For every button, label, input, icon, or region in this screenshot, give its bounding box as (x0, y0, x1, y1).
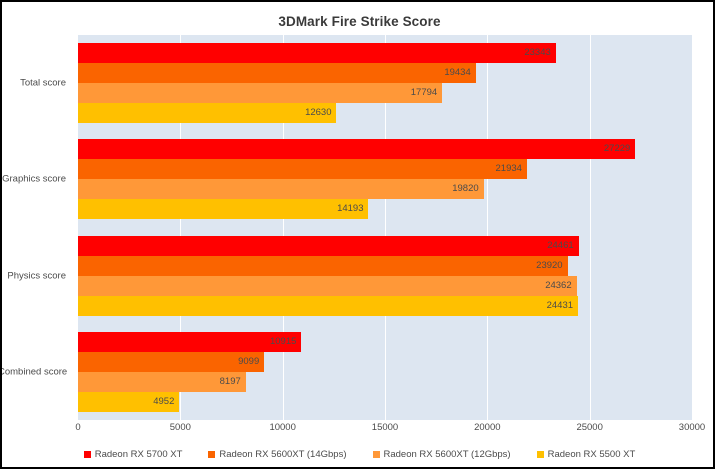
bar-value-label: 9099 (238, 355, 260, 367)
x-axis-tick-label: 5000 (169, 422, 191, 433)
y-axis-category-label: Graphics score (2, 173, 66, 185)
legend-item[interactable]: Radeon RX 5600XT (14Gbps) (208, 449, 347, 460)
x-axis-tick-label: 15000 (371, 422, 399, 433)
legend-swatch-icon (83, 451, 91, 458)
bar[interactable] (78, 179, 484, 200)
bar-row: 9099 (78, 351, 692, 372)
bar[interactable] (78, 83, 443, 104)
gridline (180, 35, 182, 420)
chart-title: 3DMark Fire Strike Score (278, 14, 441, 29)
legend-item[interactable]: Radeon RX 5500 XT (536, 449, 636, 460)
bar[interactable] (78, 255, 568, 276)
y-axis-category-label: Physics score (7, 270, 66, 282)
bar[interactable] (78, 391, 180, 412)
x-axis-tick-label: 0 (75, 422, 81, 433)
x-axis-tick-label: 10000 (269, 422, 296, 433)
chart-legend: Radeon RX 5700 XT Radeon RX 5600XT (14Gbp… (2, 449, 713, 460)
x-axis-tick-label: 20000 (474, 422, 501, 433)
legend-swatch-icon (208, 451, 216, 458)
plot-area: 23343 19434 17794 12630 27229 21934 19820 14193… (78, 35, 693, 420)
bar-row: 27229 (78, 139, 692, 160)
bar-value-label: 24461 (547, 239, 574, 251)
bar-value-label: 19820 (452, 183, 479, 195)
gridline (487, 35, 489, 420)
bar-value-label: 12630 (305, 107, 332, 119)
bar-row: 24362 (78, 275, 692, 296)
bar[interactable] (78, 235, 579, 256)
bar-value-label: 4952 (153, 395, 175, 407)
legend-label: Radeon RX 5600XT (12Gbps) (383, 449, 511, 460)
legend-label: Radeon RX 5600XT (14Gbps) (219, 449, 347, 460)
bar[interactable] (78, 351, 265, 372)
y-axis-category-label: Combined score (0, 366, 68, 378)
y-axis-category-labels: Total score Graphics score Physics score Co… (2, 35, 72, 420)
bar-value-label: 14193 (337, 203, 364, 215)
bar-row: 23343 (78, 43, 692, 64)
bar-value-label: 27229 (603, 143, 631, 155)
bar-value-label: 23920 (536, 259, 563, 271)
bar-row: 10915 (78, 331, 692, 352)
bar-row: 24461 (78, 235, 692, 256)
bar-value-label: 23343 (524, 47, 551, 59)
bar-row: 24431 (78, 295, 692, 316)
gridline (282, 35, 284, 420)
bar-row: 19820 (78, 179, 692, 200)
legend-swatch-icon (536, 451, 544, 458)
bar-row: 19434 (78, 63, 692, 84)
bar[interactable] (78, 159, 527, 180)
bar[interactable] (78, 103, 337, 124)
x-axis-tick-labels: 0 5000 10000 15000 20000 25000 30000 (75, 422, 705, 436)
bar[interactable] (78, 331, 302, 352)
bar[interactable] (78, 63, 476, 84)
bar[interactable] (78, 371, 246, 392)
bar[interactable] (78, 275, 577, 296)
bar-row: 14193 (78, 199, 692, 220)
bar-value-label: 10915 (269, 335, 297, 347)
bar-row: 17794 (78, 83, 692, 104)
bar[interactable] (78, 199, 369, 220)
bar-row: 12630 (78, 103, 692, 124)
legend-item[interactable]: Radeon RX 5600XT (12Gbps) (372, 449, 511, 460)
legend-label: Radeon RX 5500 XT (547, 449, 636, 460)
bar-row: 4952 (78, 391, 692, 412)
bar-row: 8197 (78, 371, 692, 392)
bar[interactable] (78, 295, 579, 316)
bar-value-label: 24431 (546, 299, 574, 311)
bar[interactable] (78, 139, 636, 160)
bar-value-label: 19434 (444, 67, 471, 79)
legend-label: Radeon RX 5700 XT (94, 449, 183, 460)
x-axis-tick-label: 25000 (576, 422, 603, 433)
gridline (692, 35, 693, 420)
bar-value-label: 8197 (219, 375, 241, 387)
y-axis-category-label: Total score (20, 77, 66, 89)
bar[interactable] (78, 43, 556, 64)
legend-swatch-icon (372, 451, 380, 458)
legend-item[interactable]: Radeon RX 5700 XT (83, 449, 183, 460)
gridline (385, 35, 386, 420)
bar-value-label: 24362 (545, 279, 572, 291)
bar-row: 21934 (78, 159, 692, 180)
x-axis-tick-label: 30000 (678, 422, 706, 433)
gridline (589, 35, 591, 420)
bar-value-label: 17794 (410, 87, 438, 99)
bar-value-label: 21934 (495, 163, 522, 175)
bar-row: 23920 (78, 255, 692, 276)
